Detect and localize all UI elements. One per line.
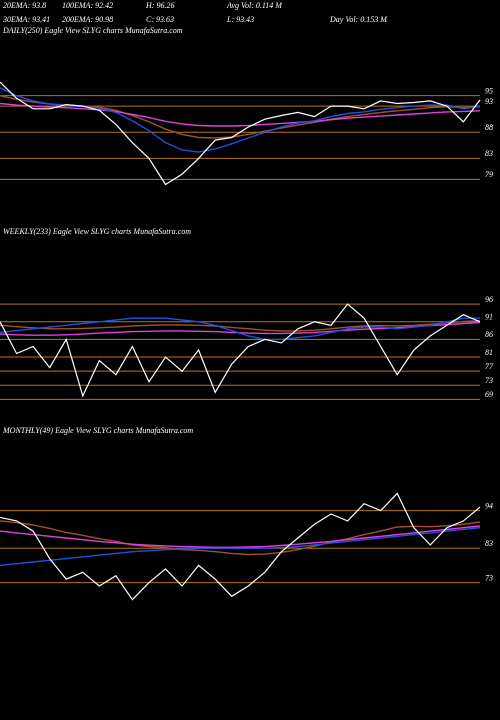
header-stat: 20EMA: 93.8 bbox=[3, 1, 46, 10]
y-tick-label: 94 bbox=[485, 501, 493, 510]
price-line bbox=[0, 492, 481, 601]
header-stat: H: 96.26 bbox=[145, 1, 174, 10]
y-tick-label: 83 bbox=[485, 539, 493, 548]
price-line bbox=[0, 303, 481, 398]
y-tick-label: 93 bbox=[485, 97, 493, 106]
price-line bbox=[0, 87, 481, 153]
header-stat: 100EMA: 92.42 bbox=[62, 1, 113, 10]
y-tick-label: 73 bbox=[485, 376, 493, 385]
y-tick-label: 79 bbox=[485, 170, 493, 179]
header-stat: 30EMA: 93.41 bbox=[2, 15, 50, 24]
price-line bbox=[0, 320, 481, 332]
y-tick-label: 81 bbox=[485, 348, 493, 357]
y-tick-label: 77 bbox=[485, 362, 494, 371]
y-tick-label: 73 bbox=[485, 573, 493, 582]
price-line bbox=[0, 527, 481, 567]
y-tick-label: 95 bbox=[485, 87, 493, 96]
y-tick-label: 91 bbox=[485, 313, 493, 322]
y-tick-label: 69 bbox=[485, 390, 493, 399]
y-tick-label: 96 bbox=[485, 295, 493, 304]
price-line bbox=[0, 520, 481, 556]
panel-title: DAILY(250) Eagle View SLYG charts Munafa… bbox=[2, 26, 183, 35]
price-line bbox=[0, 525, 481, 548]
panel-title: MONTHLY(49) Eagle View SLYG charts Munaf… bbox=[2, 426, 193, 435]
y-tick-label: 88 bbox=[485, 123, 493, 132]
header-stat: Avg Vol: 0.114 M bbox=[226, 1, 283, 10]
y-tick-label: 86 bbox=[485, 330, 493, 339]
header-stat: Day Vol: 0.153 M bbox=[329, 15, 388, 24]
price-line bbox=[0, 317, 480, 341]
header-stat: L: 93.43 bbox=[226, 15, 254, 24]
price-line bbox=[0, 81, 481, 186]
y-tick-label: 83 bbox=[485, 149, 493, 158]
price-line bbox=[0, 102, 481, 127]
header-stat: C: 93.63 bbox=[146, 15, 174, 24]
panel-title: WEEKLY(233) Eagle View SLYG charts Munaf… bbox=[3, 227, 191, 236]
header-stat: 200EMA: 90.98 bbox=[62, 15, 113, 24]
